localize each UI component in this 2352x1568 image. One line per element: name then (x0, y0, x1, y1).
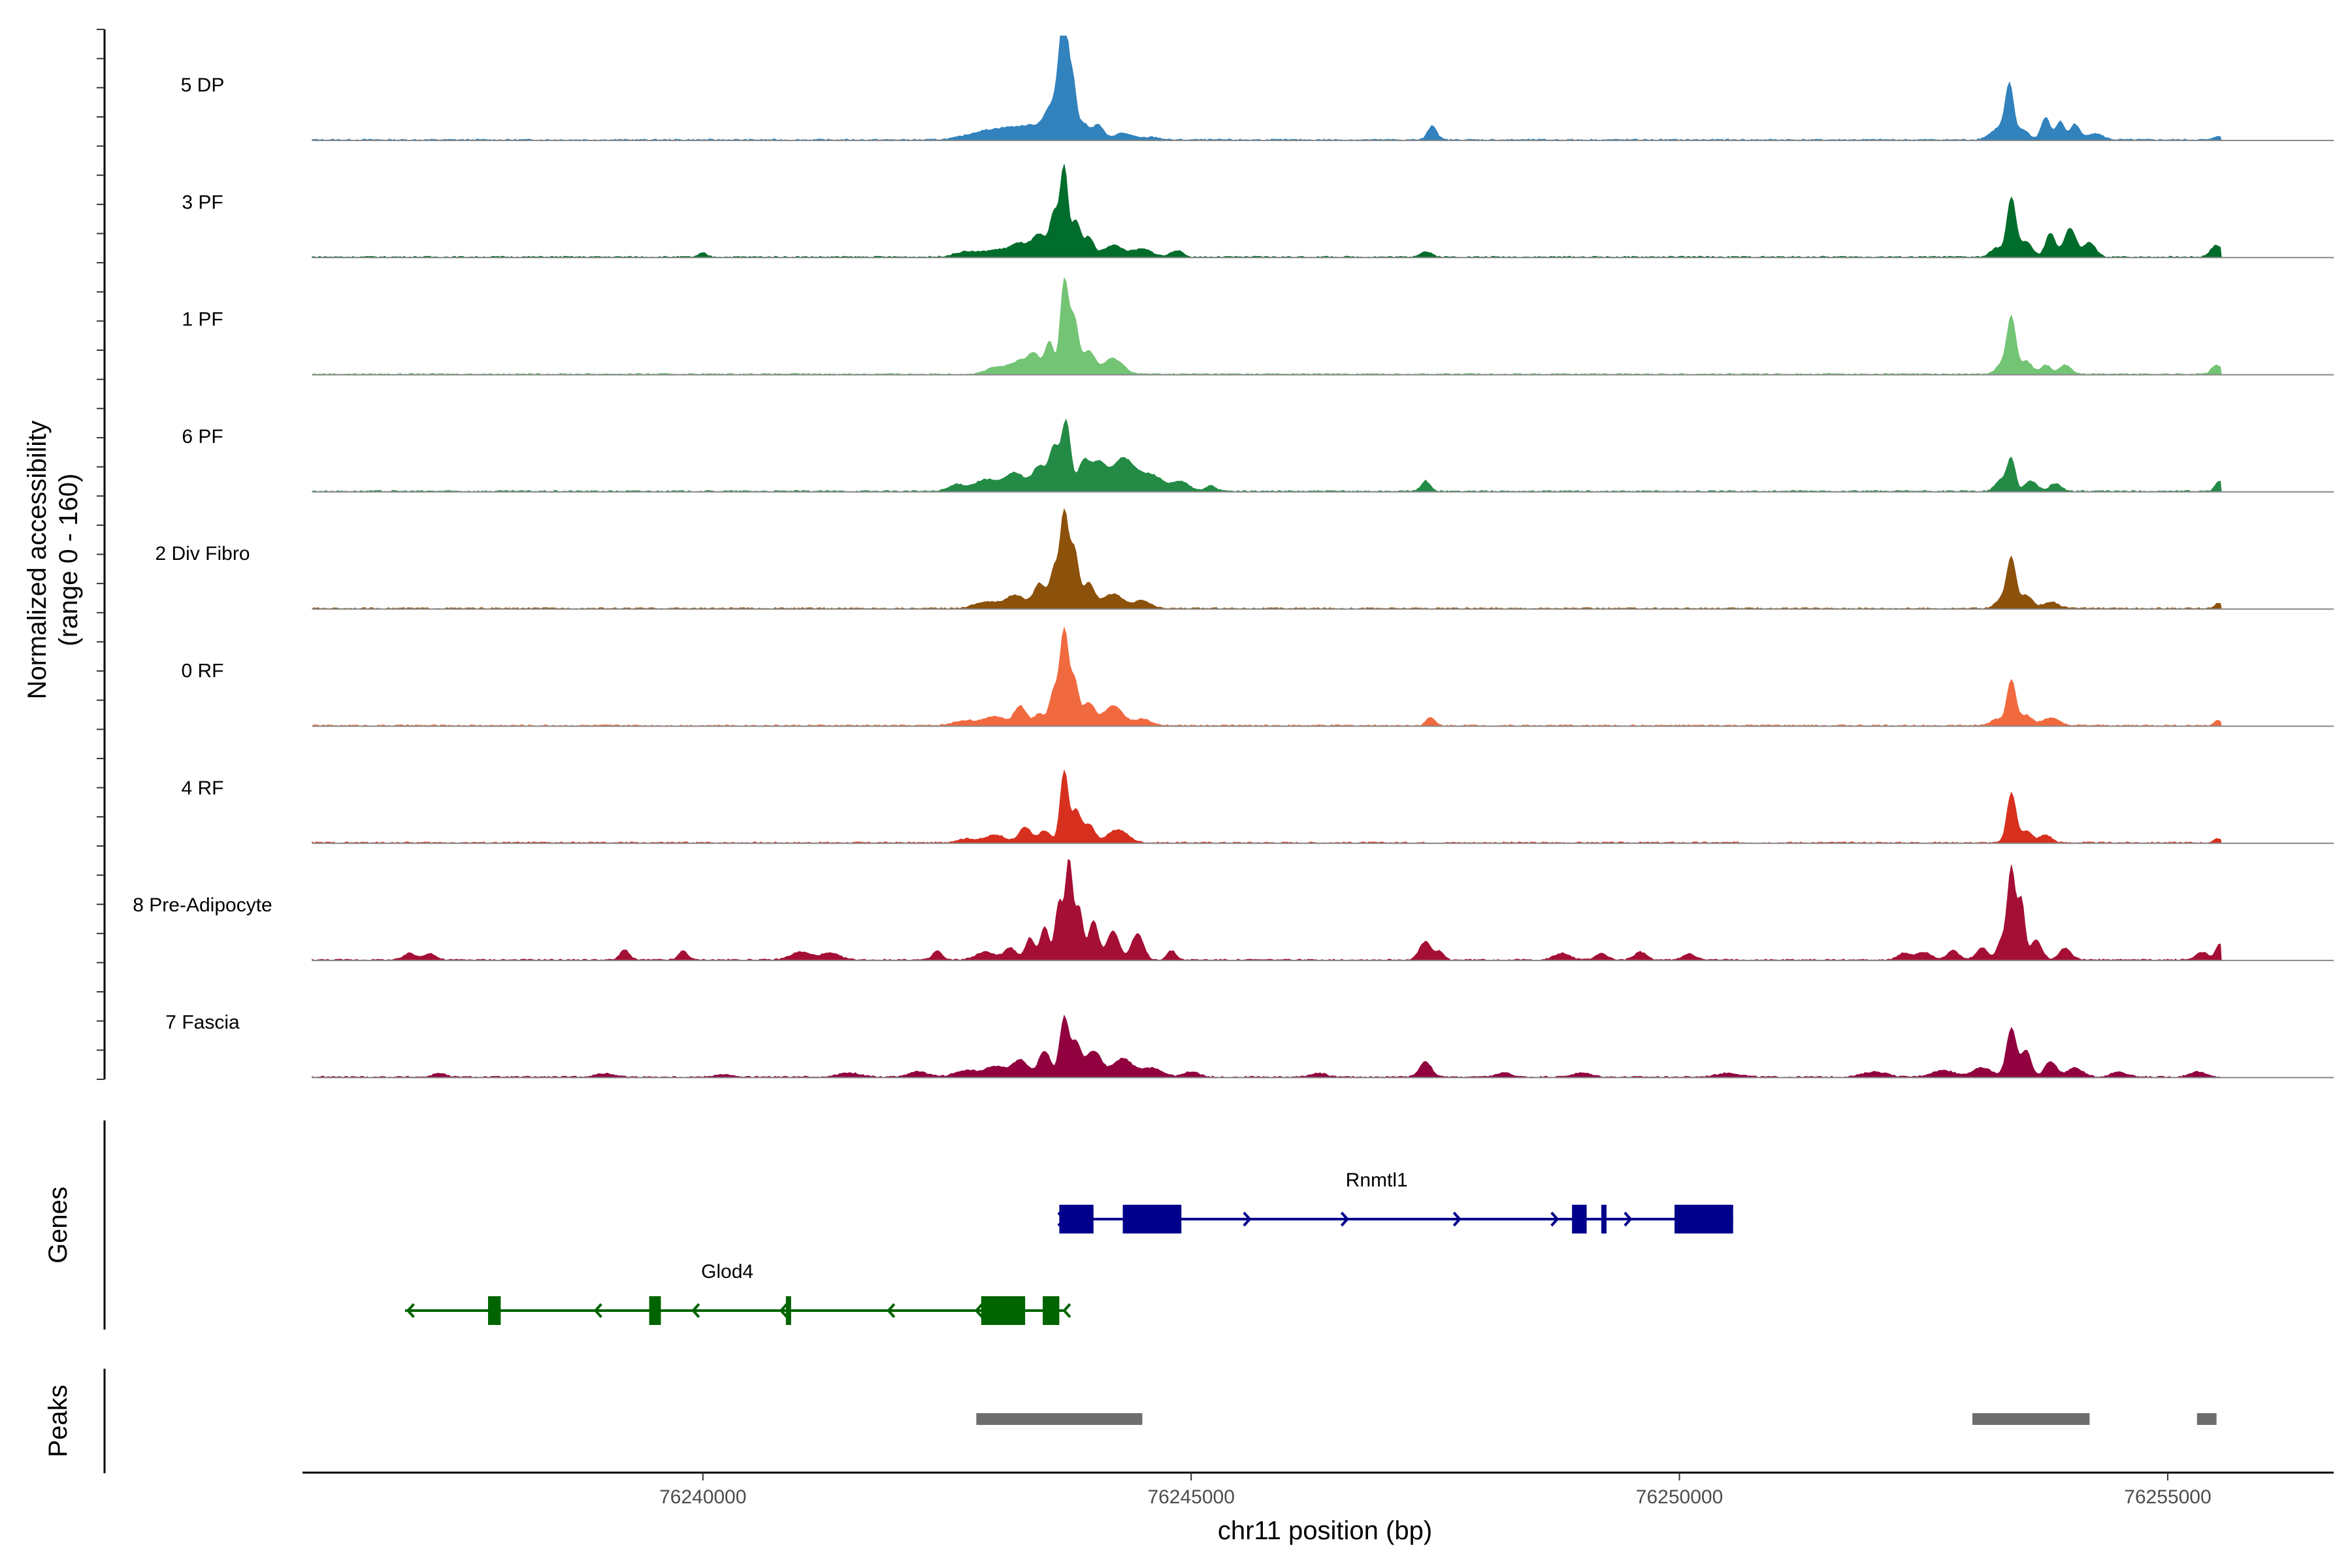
peak-region (976, 1413, 1143, 1425)
track-label: 0 RF (181, 661, 223, 682)
gene-strand-arrow (974, 1303, 983, 1318)
coverage-area (312, 626, 2222, 727)
coverage-area (312, 164, 2222, 258)
track-label: 5 DP (181, 74, 225, 96)
track-7-fascia: 7 Fascia (165, 1011, 2334, 1079)
gene-strand-arrow (887, 1303, 896, 1318)
x-tick-label: 76240000 (659, 1486, 746, 1508)
gene-exon (649, 1296, 661, 1325)
peak-region (1972, 1413, 2090, 1425)
track-2-div-fibro: 2 Div Fibro (155, 508, 2334, 610)
gene-label: Glod4 (701, 1261, 753, 1282)
track-label: 8 Pre-Adipocyte (133, 894, 272, 916)
coverage-area (312, 418, 2222, 493)
gene-exon (1122, 1205, 1182, 1233)
coverage-area (312, 769, 2222, 844)
y-axis-title-line-1: Normalized accessibility (23, 421, 52, 700)
gene-exon (785, 1296, 791, 1325)
x-tick-label: 76250000 (1636, 1486, 1723, 1508)
coverage-tracks: 5 DP 3 PF 1 PF 6 PF 2 Div Fibro 0 RF 4 RF 8 Pre… (133, 35, 2334, 1079)
x-axis-title: chr11 position (bp) (1218, 1516, 1432, 1545)
coverage-area (312, 35, 2222, 141)
track-label: 3 PF (182, 191, 223, 213)
peak-region (2197, 1413, 2217, 1425)
track-label: 4 RF (181, 777, 223, 799)
gene-exon (1601, 1205, 1607, 1233)
peak-regions (976, 1413, 2217, 1425)
track-3-pf: 3 PF (182, 164, 2334, 259)
track-5-dp: 5 DP (181, 35, 2334, 141)
gene-strand-arrow (1550, 1211, 1560, 1227)
gene-annotations: Rnmtl1 Glod4 (404, 1169, 1733, 1325)
peaks-panel-title: Peaks (44, 1384, 73, 1457)
track-label: 6 PF (182, 426, 223, 448)
gene-strand-arrow (1062, 1303, 1071, 1318)
x-tick-label: 76245000 (1147, 1486, 1234, 1508)
gene-strand-arrow (1340, 1211, 1350, 1227)
coverage-area (312, 277, 2222, 376)
gene-exon (1674, 1205, 1733, 1233)
gene-glod4: Glod4 (404, 1261, 1071, 1325)
track-0-rf: 0 RF (181, 626, 2334, 727)
gene-strand-arrow (1452, 1211, 1462, 1227)
gene-strand-arrow (406, 1303, 415, 1318)
gene-exon (487, 1296, 501, 1325)
gene-exon (1572, 1205, 1587, 1233)
track-label: 7 Fascia (165, 1011, 240, 1033)
track-4-rf: 4 RF (181, 769, 2334, 844)
track-label: 2 Div Fibro (155, 543, 250, 564)
gene-exon (1042, 1296, 1060, 1325)
gene-strand-arrow (1243, 1211, 1252, 1227)
x-axis: 76240000 76245000 76250000 76255000 (302, 1471, 2334, 1508)
gene-strand-arrow (1057, 1211, 1066, 1227)
gene-strand-arrow (1624, 1211, 1633, 1227)
coverage-area (312, 1014, 2222, 1078)
gene-strand-arrow (691, 1303, 700, 1318)
track-label: 1 PF (182, 309, 223, 331)
gene-label: Rnmtl1 (1346, 1169, 1408, 1191)
genes-panel-title: Genes (44, 1186, 73, 1264)
coverage-y-axis (97, 29, 106, 1080)
coverage-area (312, 858, 2222, 961)
gene-strand-arrow (779, 1303, 788, 1318)
x-tick-label: 76255000 (2124, 1486, 2211, 1508)
coverage-area (312, 508, 2222, 610)
track-8-pre-adipocyte: 8 Pre-Adipocyte (133, 858, 2334, 962)
track-1-pf: 1 PF (182, 277, 2334, 376)
y-axis-title-line-2: (range 0 - 160) (54, 474, 83, 647)
gene-strand-arrow (593, 1303, 602, 1318)
gene-rnmtl1: Rnmtl1 (1057, 1169, 1733, 1233)
gene-exon (981, 1296, 1026, 1325)
track-6-pf: 6 PF (182, 418, 2334, 493)
